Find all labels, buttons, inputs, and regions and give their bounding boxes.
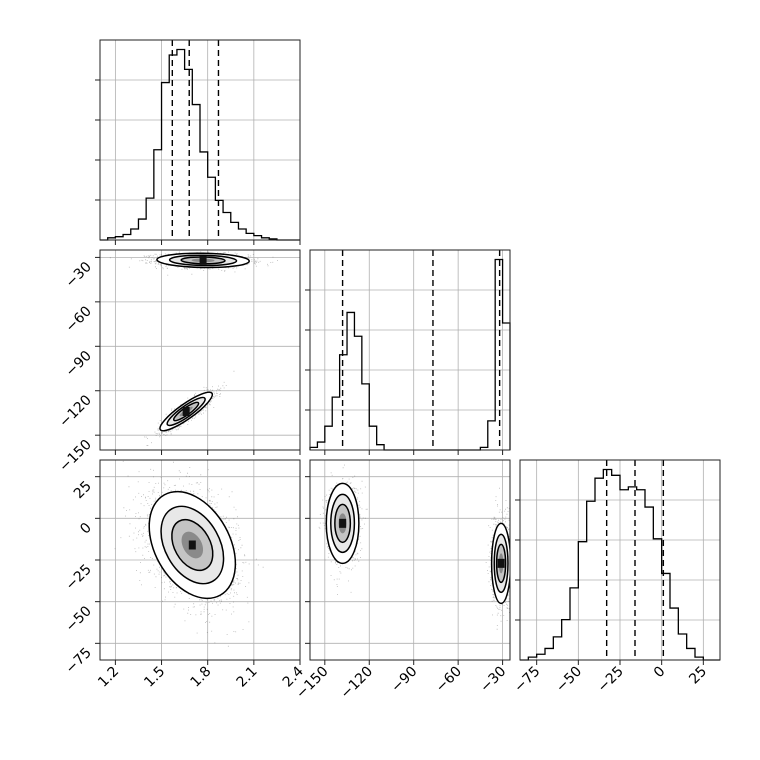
param3-marginal-bin-7 [578,542,586,660]
param2-vs-param3-xtick-label-1: −120 [338,664,377,703]
param1-vs-param3-ytick-label-0: 25 [71,478,95,502]
param1-vs-param2: −30 −60 −90 −120 −150 [56,249,301,476]
param1-vs-param3-xtick-label-1: 1.5 [141,664,168,691]
param1-vs-param2-grid [100,250,300,450]
param3-marginal-bin-3 [545,648,553,660]
param1-marginal-bin-18 [238,229,246,240]
param2-vs-param3-cluster-1-peak [497,558,505,568]
param3-marginal-bin-16 [653,539,661,660]
param1-marginal-bin-8 [162,83,170,240]
param3-marginal-bin-14 [637,490,645,660]
param1-marginal [95,39,301,245]
param1-vs-param3-cluster-0-peak [188,540,196,550]
param2-marginal-bin-5 [347,312,354,450]
param3-marginal-bin-18 [670,608,678,660]
param1-marginal-bin-12 [192,105,200,240]
param2-marginal [305,249,511,455]
param2-marginal-bin-2 [325,426,332,450]
param2-marginal-bin-9 [377,445,384,450]
param1-vs-param3-density [114,460,264,647]
param1-marginal-histogram-step [100,48,300,241]
param3-marginal-bin-20 [687,648,695,660]
param3-marginal-xtick-label-3: 0 [651,664,669,682]
param1-marginal-frame [99,39,301,241]
param1-vs-param2-ytick-label-2: −90 [63,348,95,380]
param3-marginal-xtick-label-0: −75 [511,664,543,696]
param1-vs-param3-ytick-label-3: −50 [63,603,95,635]
param2-marginal-bin-4 [340,355,347,450]
param1-vs-param3-xtick-label-3: 2.1 [234,664,261,691]
param2-vs-param3-xtick-label-2: −90 [388,664,420,696]
param2-marginal-bin-8 [369,426,376,450]
param1-marginal-bin-11 [185,69,193,240]
param1-vs-param2-cluster-1-peak [182,406,190,416]
param1-vs-param2-frame [99,249,301,451]
param2-marginal-bin-25 [495,260,502,450]
param3-marginal-histogram-step [520,468,720,661]
param3-marginal-xtick-label-2: −25 [595,664,627,696]
param2-marginal-bin-3 [332,397,339,450]
param3-marginal-bin-5 [562,620,570,660]
param1-marginal-bin-13 [200,152,208,240]
param3-marginal-bin-19 [678,634,686,660]
param1-marginal-bin-14 [208,177,216,240]
param1-marginal-bin-5 [138,219,146,240]
param2-marginal-frame [309,249,511,451]
param1-vs-param2-ytick-label-4: −150 [56,437,95,476]
param1-vs-param3-xtick-label-2: 1.8 [187,664,214,691]
param3-marginal-bin-11 [612,475,620,660]
param1-marginal-bin-16 [223,212,231,240]
param1-vs-param3-ytick-label-2: −25 [63,562,95,594]
param2-vs-param3-cluster-0-peak [339,518,347,528]
param2-marginal-bin-24 [488,421,495,450]
param2-marginal-bin-6 [354,336,361,450]
param3-marginal-bin-6 [570,588,578,660]
param1-vs-param3-ytick-label-1: 0 [77,520,95,538]
param1-vs-param2-density [109,251,278,446]
param3-marginal-bin-15 [645,507,653,660]
param1-marginal-bin-20 [254,236,262,240]
param3-marginal: −75 −50 −25 0 25 [511,459,721,696]
param1-marginal-bin-6 [146,198,154,240]
param3-marginal-bin-9 [595,478,603,660]
param1-marginal-bin-4 [131,229,139,240]
param2-marginal-bin-26 [503,323,510,450]
param1-vs-param2-ytick-label-0: −30 [63,259,95,291]
param1-marginal-bin-19 [246,233,254,240]
param2-vs-param3-xtick-label-4: −30 [477,664,509,696]
param1-marginal-bin-15 [215,200,223,240]
param1-vs-param3-xtick-label-0: 1.2 [95,664,122,691]
param3-marginal-bin-10 [603,470,611,660]
param3-marginal-bin-4 [553,637,561,660]
param1-vs-param2-ytick-label-3: −120 [56,392,95,431]
param2-vs-param3-xtick-label-3: −60 [433,664,465,696]
param3-marginal-xtick-label-4: 25 [686,664,710,688]
param1-marginal-bin-17 [231,222,239,240]
param3-marginal-bin-12 [620,490,628,660]
param1-vs-param3-ytick-label-4: −75 [63,645,95,677]
param2-vs-param3: −150 −120 −90 −60 −30 [293,459,511,703]
param1-marginal-bin-10 [177,50,185,240]
param1-vs-param2-ytick-label-1: −60 [63,303,95,335]
param1-marginal-bin-9 [169,55,177,240]
param2-vs-param3-density [318,464,510,630]
param3-marginal-bin-17 [662,573,670,660]
param1-marginal-bin-7 [154,150,162,240]
param1-marginal-bin-3 [123,234,131,240]
param2-marginal-bin-1 [317,442,324,450]
param1-marginal-grid [100,40,300,240]
param1-vs-param2-cluster-0-peak [199,255,207,265]
param2-marginal-bin-7 [362,384,369,450]
param3-marginal-xtick-label-1: −50 [553,664,585,696]
param3-marginal-bin-8 [587,501,595,660]
param3-marginal-bin-2 [537,654,545,660]
